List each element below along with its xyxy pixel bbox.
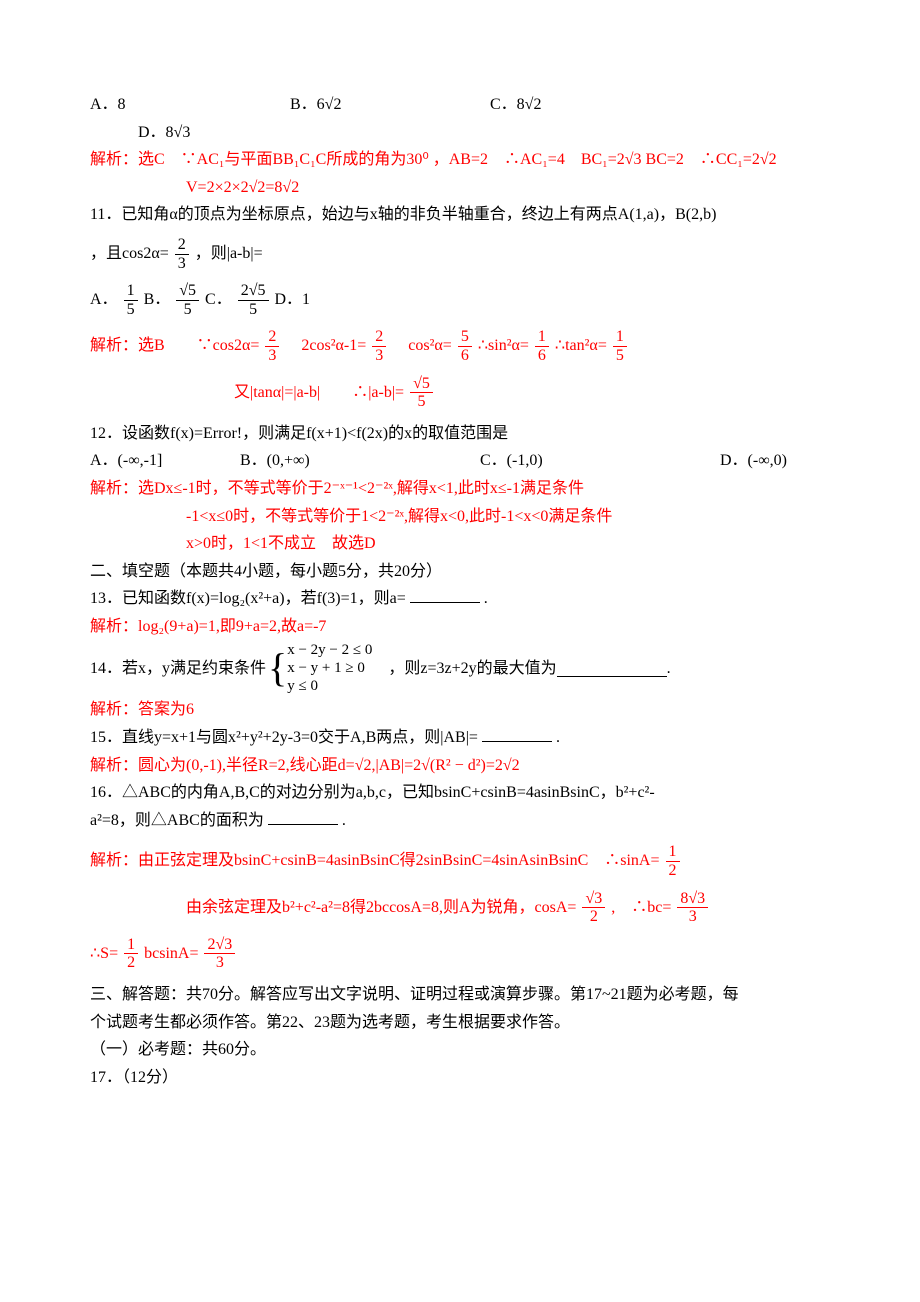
opt-a: A．(-∞,-1] — [90, 448, 240, 474]
opt-a: A．8 — [90, 92, 290, 118]
q11-stem-2: ，且cos2α= 2 3 ，则|a-b|= — [90, 236, 840, 272]
blank-icon — [410, 586, 480, 603]
q12-stem: 12．设函数f(x)=Error!，则满足f(x+1)<f(2x)的x的取值范围… — [90, 421, 840, 447]
blank-icon — [268, 808, 338, 825]
q15-solution: 解析：圆心为(0,-1),半径R=2,线心距d=√2,|AB|=2√(R² − … — [90, 753, 840, 779]
frac-2-3: 2 3 — [175, 236, 189, 272]
q11-sol1-m2: cos²α= — [392, 337, 452, 354]
q10-solution-1: 解析：选C ∵AC₁与平面BB₁C₁C所成的角为30⁰ ，AB=2 ∴AC₁=4… — [90, 147, 840, 173]
q16-solution-3: ∴S= 12 bcsinA= 2√33 — [90, 936, 840, 972]
q13-stem-text: 13．已知函数f(x)=log₂(x²+a)，若f(3)=1，则a= — [90, 590, 406, 607]
opt-b: B．(0,+∞) — [240, 448, 480, 474]
q14-stem-pre: 14．若x，y满足约束条件 — [90, 656, 266, 682]
blank-icon — [557, 660, 667, 677]
q11-sol1-f3: 56 — [458, 328, 472, 364]
blank-icon — [482, 725, 552, 742]
q11-solution-2: 又|tanα|=|a-b| ∴|a-b|= √55 — [90, 375, 840, 411]
q15-post: . — [556, 729, 560, 746]
q14-stem-post: ，则z=3z+2y的最大值为 — [372, 656, 556, 682]
q16-sol2-f1: √32 — [582, 890, 605, 926]
q16-sol3-m1: bcsinA= — [144, 945, 198, 962]
q14-sys-r1: x − 2y − 2 ≤ 0 — [287, 641, 372, 659]
q16-stem-1: 16．△ABC的内角A,B,C的对边分别为a,b,c，已知bsinC+csinB… — [90, 780, 840, 806]
opt-b-frac: √5 5 — [176, 282, 199, 318]
q10-option-d: D．8√3 — [90, 120, 840, 146]
q11-sol1-pre: 解析：选B ∵cos2α= — [90, 337, 259, 354]
q12-options: A．(-∞,-1] B．(0,+∞) C．(-1,0) D．(-∞,0) — [90, 448, 840, 474]
opt-a-pre: A． — [90, 291, 118, 308]
q16-sol2-m1: , ∴bc= — [611, 898, 671, 915]
section2-header: 二、填空题（本题共4小题，每小题5分，共20分） — [90, 559, 840, 585]
q13-post: . — [484, 590, 488, 607]
q10-options: A．8 B．6√2 C．8√2 — [90, 92, 840, 118]
q14-sys-r3: y ≤ 0 — [287, 677, 372, 695]
q14-stem: 14．若x，y满足约束条件 { x − 2y − 2 ≤ 0 x − y + 1… — [90, 641, 840, 695]
q16-sol3-pre: ∴S= — [90, 945, 118, 962]
q11-sol1-f1: 23 — [265, 328, 279, 364]
opt-a-frac: 1 5 — [124, 282, 138, 318]
q11-sol1-m1: 2cos²α-1= — [285, 337, 366, 354]
q16-sol2-pre: 由余弦定理及b²+c²-a²=8得2bccosA=8,则A为锐角，cosA= — [186, 898, 576, 915]
q16-stem-2: a²=8，则△ABC的面积为 . — [90, 808, 840, 834]
q15-stem: 15．直线y=x+1与圆x²+y²+2y-3=0交于A,B两点，则|AB|= . — [90, 725, 840, 751]
q12-solution-2: -1<x≤0时，不等式等价于1<2⁻²ˣ,解得x<0,此时-1<x<0满足条件 — [90, 504, 840, 530]
q13-solution: 解析：log₂(9+a)=1,即9+a=2,故a=-7 — [90, 614, 840, 640]
section3-l1: 三、解答题：共70分。解答应写出文字说明、证明过程或演算步骤。第17~21题为必… — [90, 982, 840, 1008]
q16-solution-2: 由余弦定理及b²+c²-a²=8得2bccosA=8,则A为锐角，cosA= √… — [90, 890, 840, 926]
q12-solution-3: x>0时，1<1不成立 故选D — [90, 531, 840, 557]
opt-c-frac: 2√5 5 — [238, 282, 269, 318]
q11-sol2-frac: √55 — [410, 375, 433, 411]
q16-sol3-f1: 12 — [124, 936, 138, 972]
q10-solution-2: V=2×2×2√2=8√2 — [90, 175, 840, 201]
brace-icon: { — [268, 652, 287, 684]
q16-sol1-pre: 解析：由正弦定理及bsinC+csinB=4asinBsinC得2sinBsin… — [90, 852, 660, 869]
q11-sol2-pre: 又|tanα|=|a-b| ∴|a-b|= — [234, 383, 404, 400]
section3-l2: 个试题考生都必须作答。第22、23题为选考题，考生根据要求作答。 — [90, 1010, 840, 1036]
q11-sol1-m4: ∴tan²α= — [555, 337, 607, 354]
q14-sys-r2: x − y + 1 ≥ 0 — [287, 659, 372, 677]
q17-stem: 17．（12分） — [90, 1065, 840, 1091]
q11-stem2-pre: ，且cos2α= — [90, 245, 169, 262]
q16-sol3-f2: 2√33 — [204, 936, 235, 972]
section3-l3: （一）必考题：共60分。 — [90, 1037, 840, 1063]
q11-sol1-f5: 15 — [613, 328, 627, 364]
q11-sol1-f4: 16 — [535, 328, 549, 364]
q14-system: x − 2y − 2 ≤ 0 x − y + 1 ≥ 0 y ≤ 0 — [287, 641, 372, 695]
opt-d: D．1 — [275, 291, 311, 308]
q16-sol2-f2: 8√33 — [677, 890, 708, 926]
q14-post: . — [667, 656, 671, 682]
q14-solution: 解析：答案为6 — [90, 697, 840, 723]
opt-b: B．6√2 — [290, 92, 490, 118]
opt-c: C．8√2 — [490, 92, 541, 118]
q16-solution-1: 解析：由正弦定理及bsinC+csinB=4asinBsinC得2sinBsin… — [90, 843, 840, 879]
q16-sol1-frac: 12 — [666, 843, 680, 879]
q16-stem2-post: . — [342, 812, 346, 829]
q11-stem-1: 11．已知角α的顶点为坐标原点，始边与x轴的非负半轴重合，终边上有两点A(1,a… — [90, 202, 840, 228]
q11-solution-1: 解析：选B ∵cos2α= 23 2cos²α-1= 23 cos²α= 56 … — [90, 328, 840, 364]
q11-sol1-m3: ∴sin²α= — [478, 337, 529, 354]
opt-b-pre: B． — [144, 291, 171, 308]
q13-stem: 13．已知函数f(x)=log₂(x²+a)，若f(3)=1，则a= . — [90, 586, 840, 612]
q15-stem-text: 15．直线y=x+1与圆x²+y²+2y-3=0交于A,B两点，则|AB|= — [90, 729, 478, 746]
opt-d: D．(-∞,0) — [720, 448, 787, 474]
opt-c: C．(-1,0) — [480, 448, 720, 474]
q12-solution-1: 解析：选Dx≤-1时，不等式等价于2⁻ˣ⁻¹<2⁻²ˣ,解得x<1,此时x≤-1… — [90, 476, 840, 502]
q11-sol1-f2: 23 — [372, 328, 386, 364]
q11-stem2-post: ，则|a-b|= — [195, 245, 263, 262]
q11-options: A． 1 5 B． √5 5 C． 2√5 5 D．1 — [90, 282, 840, 318]
opt-c-pre: C． — [205, 291, 232, 308]
q16-stem2-pre: a²=8，则△ABC的面积为 — [90, 812, 264, 829]
